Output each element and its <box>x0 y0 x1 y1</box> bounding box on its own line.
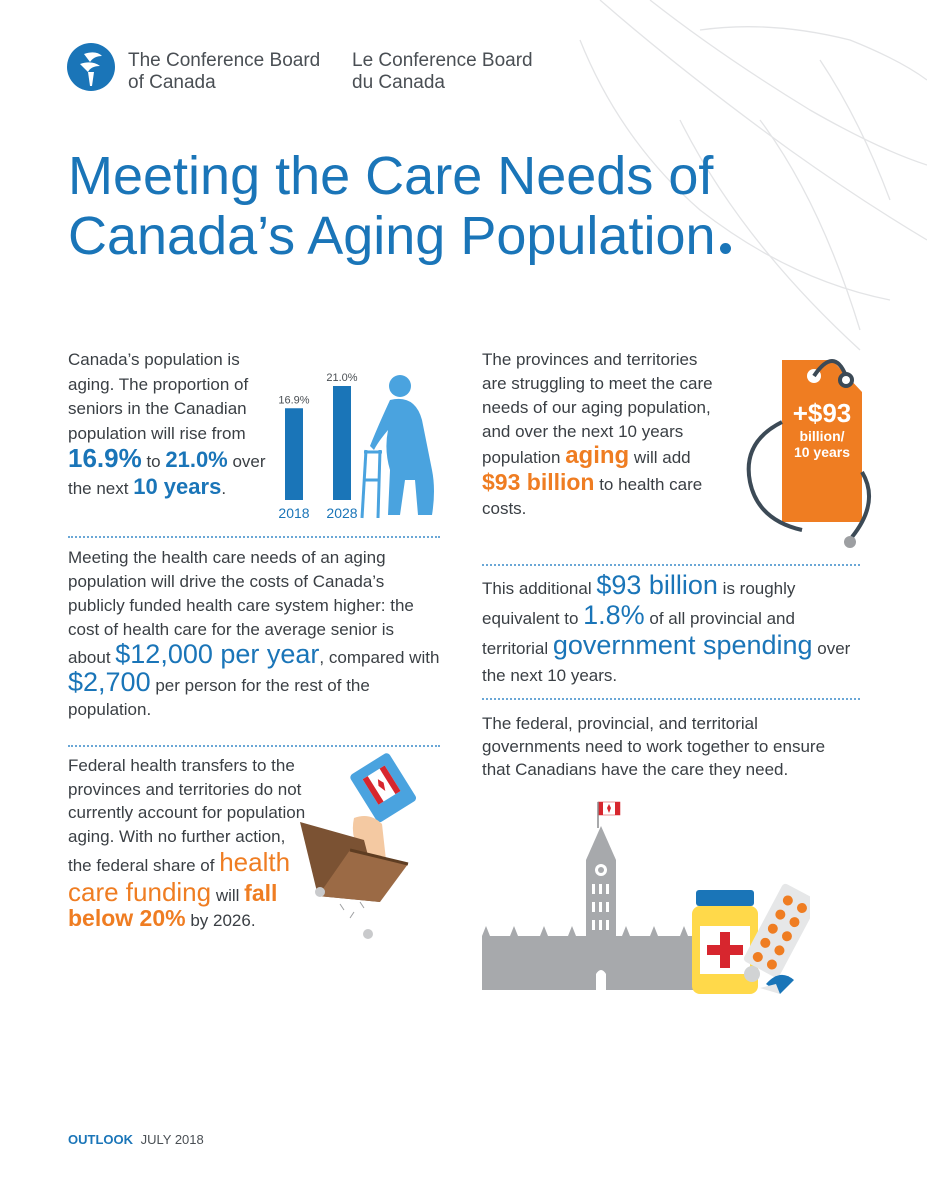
s1-text3: over the next <box>68 452 266 498</box>
title-line2: Canada’s Aging Population <box>68 206 716 266</box>
section-work-together: The federal, provincial, and territorial… <box>482 712 842 781</box>
logo-text-fr: Le Conference Board du Canada <box>352 50 533 94</box>
logo-en-line2: of Canada <box>128 72 216 93</box>
parliament-medicine-illustration <box>482 801 810 994</box>
logo-text-en: The Conference Board of Canada <box>128 50 320 94</box>
divider-1 <box>68 536 440 538</box>
s5-text1: This additional <box>482 579 597 598</box>
s3-text3: by 2026. <box>185 911 256 930</box>
bar-category-label-2028: 2028 <box>326 505 357 521</box>
divider-3 <box>482 564 860 566</box>
s1-text1: Canada’s population is aging. The propor… <box>68 350 249 443</box>
section-population-aging: Canada’s population is aging. The propor… <box>68 348 268 501</box>
s5-highlight-93-billion: $93 billion <box>596 570 718 600</box>
s5-text2: is roughly equivalent to <box>482 579 796 628</box>
s2-text1: Meeting the health care needs of an agin… <box>68 548 414 667</box>
s1-highlight-2028: 21.0% <box>165 447 228 472</box>
s5-text4: over the next 10 years. <box>482 639 851 685</box>
s5-highlight-1-8-percent: 1.8% <box>583 600 645 630</box>
s3-text2: will <box>211 885 245 905</box>
title-dot <box>719 243 731 254</box>
page-title: Meeting the Care Needs of Canada’s Aging… <box>68 146 828 266</box>
divider-2 <box>68 745 440 747</box>
tag-unit-line1: billion/ <box>799 428 845 444</box>
s5-text3: of all provincial and territorial <box>482 609 795 658</box>
s3-highlight-below-20: fall below 20% <box>68 879 278 931</box>
s4-text1: The provinces and territories are strugg… <box>482 350 713 467</box>
bar-value-label-2018: 16.9% <box>278 394 309 406</box>
senior-walker-icon <box>360 375 434 519</box>
logo-fr-line1: Le Conference Board <box>352 50 533 71</box>
leaf-outline-decoration <box>579 0 927 351</box>
tag-amount: +$93 <box>792 398 852 428</box>
bar-category-label-2018: 2018 <box>278 505 309 521</box>
s3-highlight-funding: health care funding <box>68 847 291 907</box>
s5-highlight-gov-spending: government spending <box>552 630 813 660</box>
s1-highlight-2018: 16.9% <box>68 443 142 473</box>
s4-text3: to health care costs. <box>482 475 703 518</box>
section-federal-transfers: Federal health transfers to the province… <box>68 754 308 933</box>
seniors-share-bar-chart: 16.9% 2018 21.0% 2028 <box>278 372 357 521</box>
s4-text2: will add <box>629 448 691 467</box>
title-line1: Meeting the Care Needs of <box>68 146 714 206</box>
s1-text2: to <box>141 452 166 471</box>
footer: OUTLOOK JULY 2018 <box>68 1132 204 1147</box>
price-tag-stethoscope-icon <box>746 359 871 548</box>
empty-wallet-illustration <box>300 753 417 939</box>
s4-highlight-93-billion: $93 billion <box>482 469 595 495</box>
section-health-costs: Meeting the health care needs of an agin… <box>68 546 440 722</box>
bar-2028 <box>333 386 351 500</box>
section-provinces-struggling: The provinces and territories are strugg… <box>482 348 722 521</box>
logo-fr-line2: du Canada <box>352 72 445 93</box>
s1-text4: . <box>221 478 227 498</box>
bar-value-label-2028: 21.0% <box>326 372 357 384</box>
s2-text3: per person for the rest of the populatio… <box>68 676 370 719</box>
s2-highlight-rest-cost: $2,700 <box>68 667 151 697</box>
divider-4 <box>482 698 860 700</box>
footer-label: OUTLOOK <box>68 1132 133 1147</box>
logo-en-line1: The Conference Board <box>128 50 321 71</box>
s6-text: The federal, provincial, and territorial… <box>482 714 826 779</box>
footer-date: JULY 2018 <box>140 1132 204 1147</box>
s3-text1: Federal health transfers to the province… <box>68 756 306 875</box>
torch-icon <box>67 43 115 91</box>
bar-2018 <box>285 408 303 500</box>
s2-highlight-senior-cost: $12,000 per year <box>115 639 320 669</box>
price-tag-text: +$93 billion/ 10 years <box>782 398 862 460</box>
s1-highlight-years: 10 years <box>133 473 222 499</box>
tag-unit-line2: 10 years <box>793 444 851 460</box>
section-government-spending: This additional $93 billion is roughly e… <box>482 572 862 689</box>
s4-highlight-aging: aging <box>565 442 630 469</box>
s2-text2: , compared with <box>319 648 440 667</box>
